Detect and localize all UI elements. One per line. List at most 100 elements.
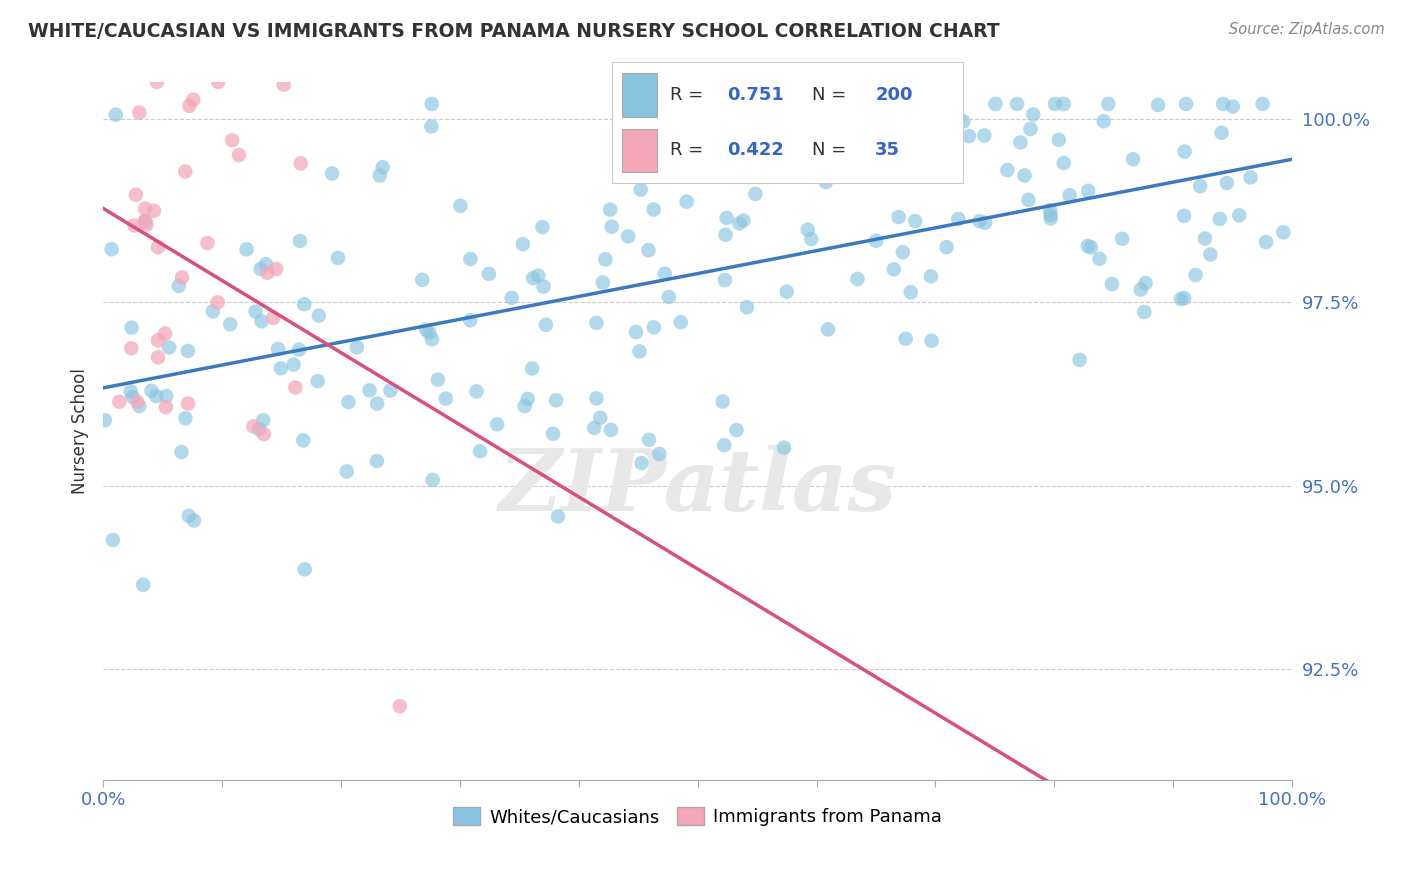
Point (659, 159, 682, 173)
Point (153, 326, 176, 341)
Point (531, 220, 554, 235)
Point (1239, 170, 1261, 185)
Point (134, 214, 156, 228)
Point (637, 243, 659, 257)
Point (104, 108, 127, 122)
Point (290, 156, 312, 170)
Point (711, 394, 734, 409)
Point (283, 358, 305, 372)
Point (1005, 97, 1028, 112)
Point (883, 262, 905, 277)
Point (648, 447, 671, 461)
Point (688, 97, 710, 112)
Point (146, 334, 169, 348)
Point (725, 423, 748, 437)
Point (1101, 277, 1123, 291)
Point (984, 97, 1007, 112)
Point (921, 334, 943, 348)
Point (292, 297, 315, 311)
Point (418, 326, 440, 340)
Point (745, 97, 768, 112)
Point (643, 320, 665, 334)
Point (599, 202, 621, 217)
Point (1010, 136, 1032, 150)
Point (969, 214, 991, 228)
Point (125, 187, 148, 202)
Point (308, 309, 330, 323)
Point (583, 421, 606, 435)
Point (120, 342, 142, 356)
Point (716, 211, 738, 225)
Point (468, 444, 491, 458)
Point (155, 389, 177, 403)
FancyBboxPatch shape (621, 73, 658, 117)
Point (534, 318, 557, 332)
Point (207, 295, 229, 310)
Point (1133, 305, 1156, 319)
Point (478, 267, 501, 281)
Point (1077, 239, 1099, 253)
Point (1122, 153, 1144, 167)
Point (589, 410, 612, 425)
Point (101, 533, 124, 547)
Point (273, 78, 295, 92)
Point (146, 75, 169, 89)
FancyBboxPatch shape (621, 128, 658, 172)
Point (1077, 184, 1099, 198)
Point (267, 342, 290, 356)
Point (426, 373, 449, 387)
Point (128, 105, 150, 120)
Point (368, 169, 391, 183)
Point (814, 175, 837, 189)
Point (174, 411, 197, 425)
Point (797, 223, 820, 237)
Point (713, 438, 735, 452)
Text: N =: N = (813, 86, 846, 104)
Point (1194, 231, 1216, 245)
Point (643, 202, 665, 217)
Point (359, 384, 381, 398)
Point (134, 214, 156, 228)
Text: R =: R = (669, 141, 703, 160)
Point (630, 183, 652, 197)
Point (179, 99, 201, 113)
Point (1251, 97, 1274, 112)
Point (434, 392, 457, 406)
Point (817, 322, 839, 336)
Point (221, 133, 243, 147)
Point (520, 361, 543, 376)
Point (1111, 232, 1133, 246)
Point (547, 509, 569, 524)
Point (1129, 283, 1152, 297)
Point (288, 234, 311, 248)
Point (522, 271, 544, 285)
Point (585, 316, 607, 330)
Point (128, 399, 150, 413)
Point (952, 114, 974, 128)
Point (1222, 99, 1244, 113)
Point (876, 166, 898, 180)
Point (177, 508, 200, 523)
Point (1173, 291, 1195, 305)
Point (806, 119, 828, 133)
Point (600, 219, 623, 234)
Point (716, 123, 738, 137)
Point (411, 273, 433, 287)
Point (689, 97, 711, 112)
Point (100, 242, 122, 256)
Point (336, 465, 359, 479)
Point (533, 279, 555, 293)
Text: R =: R = (669, 86, 703, 104)
Point (1088, 252, 1111, 266)
Point (735, 300, 758, 314)
Point (541, 426, 564, 441)
Point (1039, 208, 1062, 222)
Point (546, 393, 568, 408)
Point (728, 216, 751, 230)
Point (887, 210, 910, 224)
Point (1199, 247, 1222, 261)
Point (592, 276, 614, 290)
Point (415, 323, 437, 337)
Point (658, 290, 681, 304)
Point (974, 216, 997, 230)
